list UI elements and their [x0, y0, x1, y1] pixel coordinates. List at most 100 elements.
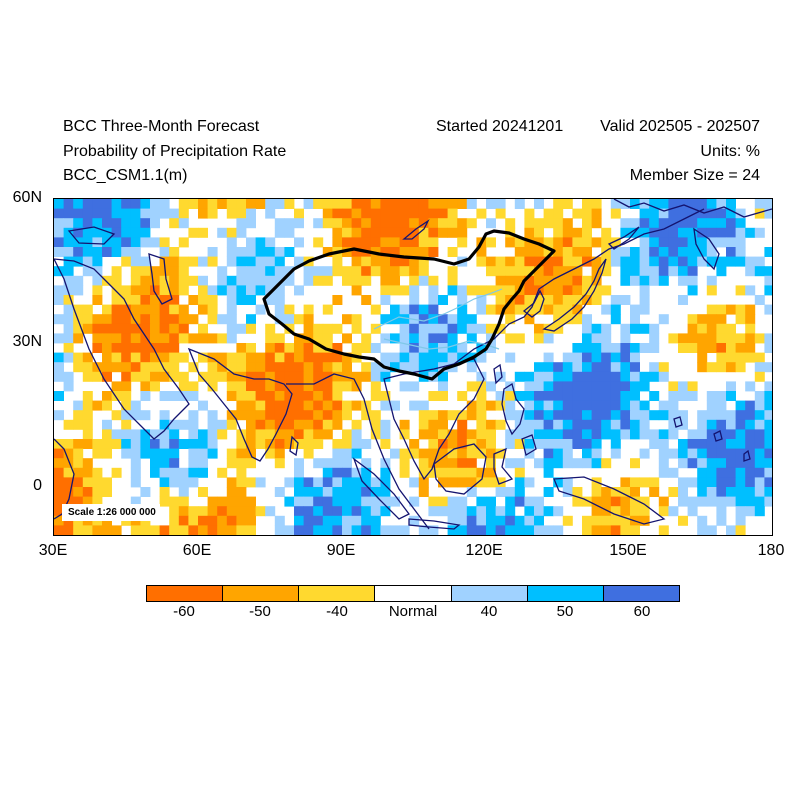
grid-cell	[274, 429, 285, 440]
grid-cell	[92, 525, 103, 535]
grid-cell	[505, 218, 516, 229]
grid-cell	[380, 227, 391, 238]
grid-cell	[745, 266, 756, 277]
grid-cell	[294, 496, 304, 507]
grid-cell	[505, 237, 516, 248]
grid-cell	[630, 247, 640, 257]
grid-cell	[418, 323, 429, 334]
grid-cell	[543, 266, 554, 277]
grid-cell	[418, 410, 429, 421]
grid-cell	[428, 275, 439, 286]
grid-cell	[73, 487, 84, 497]
grid-cell	[255, 410, 266, 421]
grid-cell	[678, 237, 688, 248]
grid-cell	[562, 515, 573, 526]
grid-cell	[630, 381, 640, 392]
grid-cell	[111, 525, 122, 535]
grid-cell	[735, 458, 746, 469]
grid-cell	[82, 266, 93, 277]
legend-label-50: 50	[556, 603, 574, 620]
grid-cell	[207, 429, 218, 440]
grid-cell	[668, 391, 679, 401]
grid-cell	[534, 506, 544, 517]
grid-cell	[524, 400, 535, 411]
grid-cell	[303, 304, 314, 315]
grid-cell	[284, 218, 295, 229]
grid-cell	[764, 419, 772, 430]
grid-cell	[572, 343, 583, 353]
grid-cell	[610, 237, 621, 248]
grid-cell	[476, 343, 487, 353]
grid-cell	[169, 266, 180, 277]
grid-cell	[591, 323, 602, 334]
grid-cell	[543, 304, 554, 315]
grid-cell	[226, 477, 237, 488]
grid-cell	[140, 275, 151, 286]
grid-cell	[342, 208, 352, 219]
grid-cell	[73, 247, 84, 257]
grid-cell	[54, 314, 64, 325]
grid-cell	[495, 323, 506, 334]
grid-cell	[678, 199, 688, 209]
grid-cell	[303, 429, 314, 440]
grid-cell	[63, 285, 74, 296]
grid-cell	[601, 419, 612, 430]
grid-cell	[553, 391, 564, 401]
grid-cell	[63, 496, 74, 507]
grid-cell	[706, 323, 717, 334]
grid-cell	[313, 323, 324, 334]
grid-cell	[591, 506, 602, 517]
grid-cell	[486, 429, 496, 440]
grid-cell	[476, 381, 487, 392]
grid-cell	[150, 275, 160, 286]
grid-cell	[313, 362, 324, 373]
grid-cell	[390, 208, 400, 219]
grid-cell	[92, 477, 103, 488]
grid-cell	[255, 381, 266, 392]
grid-cell	[514, 275, 525, 286]
grid-cell	[639, 266, 650, 277]
grid-cell	[524, 227, 535, 238]
grid-cell	[265, 352, 276, 363]
grid-cell	[178, 419, 189, 430]
grid-cell	[466, 218, 477, 229]
grid-cell	[274, 391, 285, 401]
grid-cell	[687, 199, 698, 209]
grid-cell	[102, 218, 112, 229]
grid-cell	[534, 419, 544, 430]
grid-cell	[217, 515, 228, 526]
grid-cell	[303, 352, 314, 363]
grid-cell	[610, 525, 621, 535]
grid-cell	[73, 496, 84, 507]
grid-cell	[678, 295, 688, 305]
grid-cell	[82, 419, 93, 430]
grid-cell	[553, 237, 564, 248]
grid-cell	[82, 208, 93, 219]
grid-cell	[418, 477, 429, 488]
grid-cell	[390, 362, 400, 373]
grid-cell	[63, 371, 74, 382]
grid-cell	[236, 295, 247, 305]
grid-cell	[380, 506, 391, 517]
grid-cell	[121, 391, 132, 401]
grid-cell	[572, 227, 583, 238]
grid-cell	[169, 323, 180, 334]
grid-cell	[543, 352, 554, 363]
grid-cell	[514, 371, 525, 382]
grid-cell	[370, 208, 381, 219]
grid-cell	[668, 506, 679, 517]
grid-cell	[111, 199, 122, 209]
grid-cell	[246, 371, 256, 382]
grid-cell	[706, 314, 717, 325]
grid-cell	[591, 218, 602, 229]
grid-cell	[562, 352, 573, 363]
grid-cell	[754, 429, 765, 440]
grid-cell	[620, 266, 631, 277]
grid-cell	[102, 208, 112, 219]
grid-cell	[495, 295, 506, 305]
grid-cell	[73, 275, 84, 286]
grid-cell	[716, 506, 727, 517]
grid-cell	[687, 343, 698, 353]
grid-cell	[409, 285, 420, 296]
grid-cell	[274, 419, 285, 430]
